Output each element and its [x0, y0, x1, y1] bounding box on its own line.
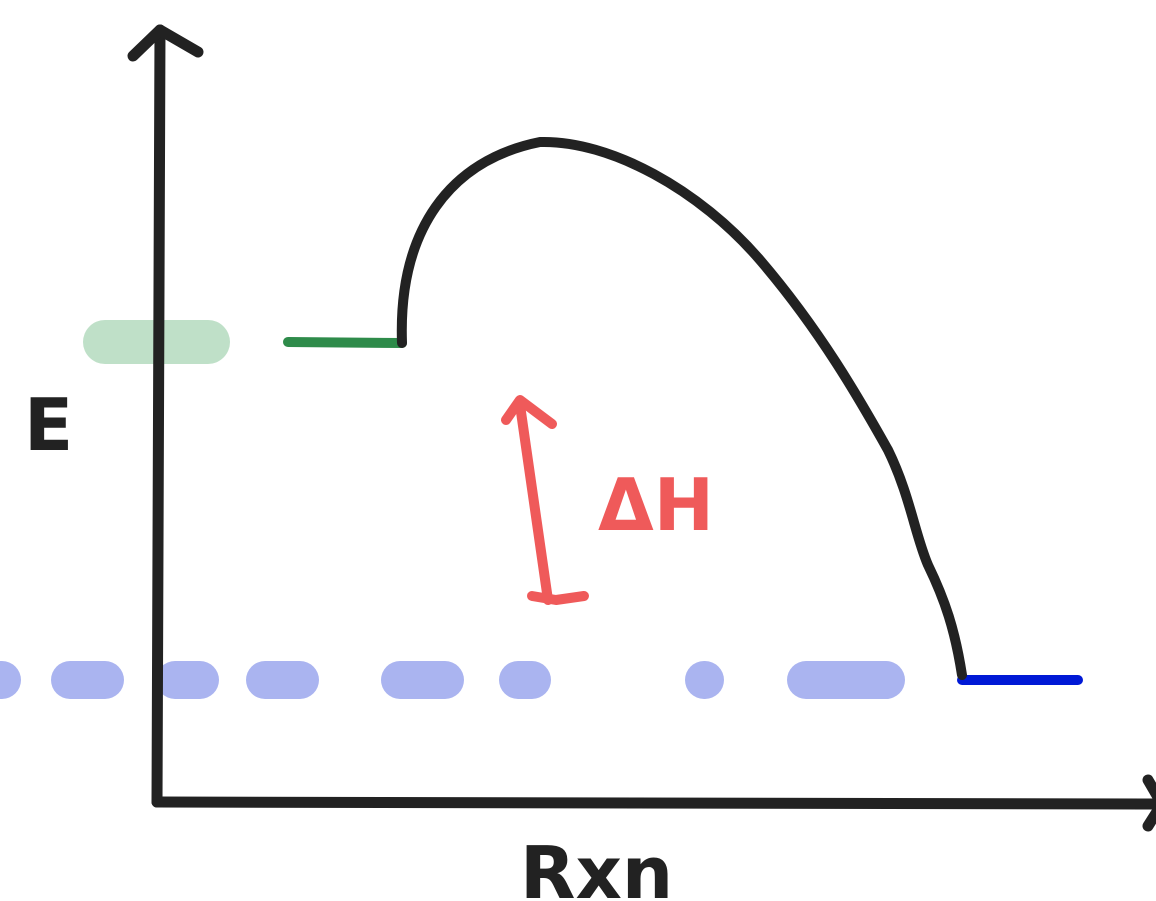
delta-h-arrow	[501, 395, 589, 605]
reactant-level	[283, 337, 407, 348]
y-axis	[127, 24, 204, 808]
reaction-curve	[396, 136, 967, 680]
x-axis	[151, 774, 1156, 832]
x-axis-label: Rxn	[520, 831, 673, 901]
y-axis-label: E	[24, 383, 73, 467]
delta-h-label: ΔH	[598, 463, 714, 547]
